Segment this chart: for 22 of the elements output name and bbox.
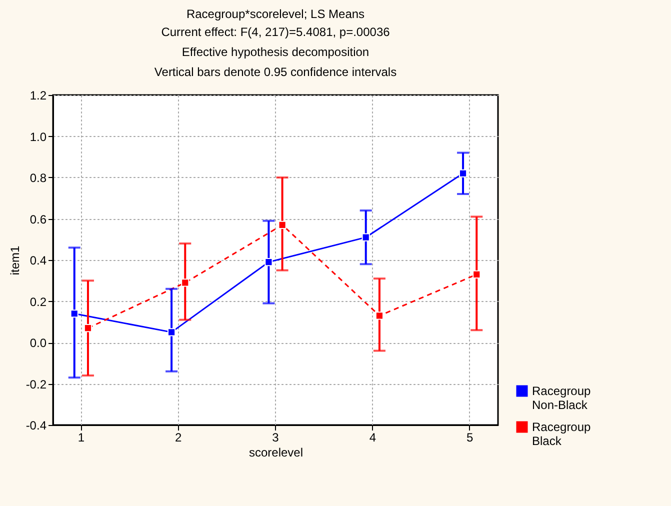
x-tick-label: 4 (369, 430, 376, 444)
legend-label: Racegroup Black (532, 420, 592, 448)
y-tick-label: -0.2 (26, 377, 47, 392)
x-tick-label: 1 (78, 430, 85, 444)
y-tick-label: 0.0 (30, 336, 47, 350)
text: Vertical bars denote 0.95 confidence intervals (154, 65, 397, 79)
x-tick-label: 2 (174, 430, 182, 444)
y-tick-label: 0.6 (30, 212, 47, 226)
y-tick-label: 0.2 (30, 294, 47, 309)
y-axis-title: item1 (8, 246, 22, 276)
x-axis-title: scorelevel (248, 446, 304, 460)
chart-subtitle: Current effect: F(4, 217)=5.4081, p=.00036 (161, 25, 390, 39)
y-tick-label: 1.0 (30, 130, 47, 144)
text: Effective hypothesis decomposition (182, 45, 370, 59)
chart-title: Racegroup*scorelevel; LS Means (186, 7, 365, 21)
legend-label: Racegroup Non-Black (532, 384, 592, 412)
y-tick-label: 0.4 (30, 254, 47, 268)
y-tick-label: -0.4 (26, 418, 47, 432)
x-tick-label: 3 (272, 430, 280, 444)
y-tick-label: 1.2 (30, 88, 47, 102)
x-tick-label: 5 (466, 430, 474, 444)
y-tick-label: 0.8 (30, 171, 47, 185)
